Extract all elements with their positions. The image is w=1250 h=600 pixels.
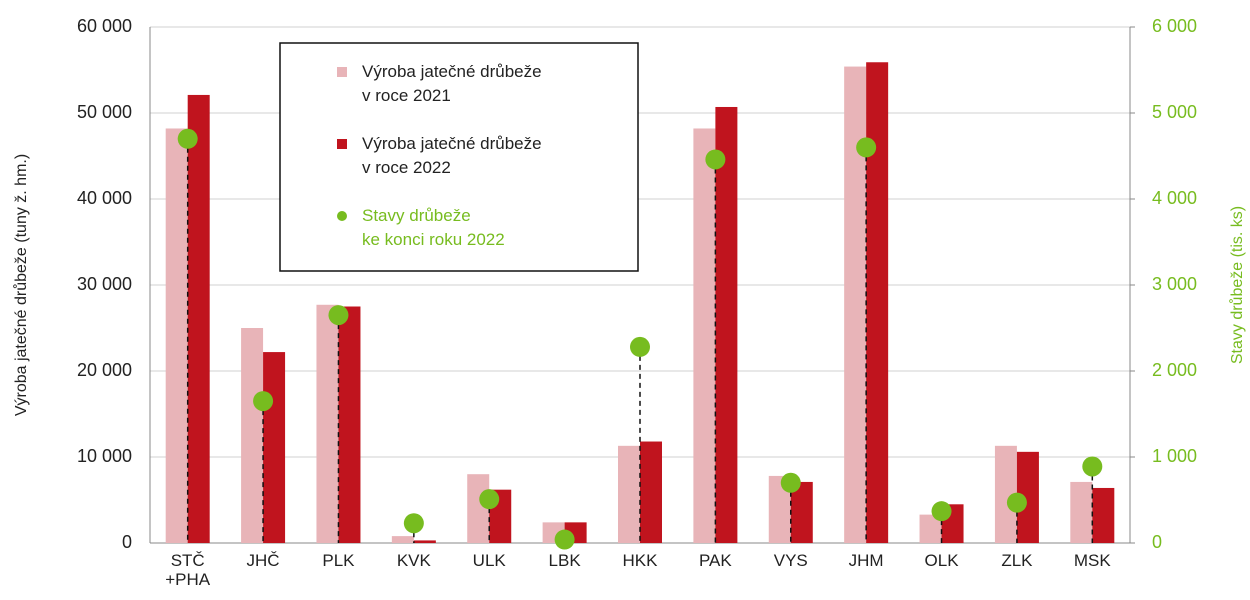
bar: [715, 106, 738, 543]
legend-label: Výroba jatečné drůbeže v roce 2021: [362, 62, 542, 105]
bar: [790, 481, 813, 543]
y-tick-label: 0: [122, 532, 132, 552]
x-tick-label: PLK: [322, 551, 355, 570]
dot: [630, 336, 650, 357]
bar: [618, 445, 640, 543]
legend-label: Výroba jatečné drůbeže v roce 2022: [362, 134, 542, 177]
dot: [856, 137, 877, 158]
bar: [467, 474, 490, 543]
legend-label: Stavy drůbeže ke konci roku 2022: [362, 206, 505, 249]
legend-swatch: [337, 67, 347, 77]
bar: [919, 514, 942, 543]
x-tick-label: MSK: [1073, 551, 1111, 570]
x-tick-label: STČ +PHA: [165, 551, 211, 589]
dot: [1006, 492, 1027, 513]
x-tick-label: VYS: [773, 551, 808, 570]
y-tick-label: 50 000: [77, 102, 132, 122]
y2-tick-label: 2 000: [1152, 360, 1197, 380]
bar: [338, 306, 361, 543]
x-tick-label: LBK: [548, 551, 581, 570]
bar: [1092, 487, 1115, 543]
dot: [403, 513, 424, 534]
y2-tick-label: 3 000: [1152, 274, 1197, 294]
x-tick-label: PAK: [698, 551, 732, 570]
dot: [705, 149, 726, 170]
bar: [1016, 451, 1039, 543]
bar: [866, 62, 889, 543]
dot: [479, 489, 500, 510]
dot: [554, 529, 575, 550]
y-tick-label: 40 000: [77, 188, 132, 208]
dot: [1082, 456, 1103, 477]
bar: [413, 540, 436, 543]
y2-tick-label: 6 000: [1152, 16, 1197, 36]
bar: [263, 352, 286, 543]
y2-tick-label: 5 000: [1152, 102, 1197, 122]
y-tick-label: 10 000: [77, 446, 132, 466]
bar: [391, 536, 414, 543]
dot: [177, 128, 198, 149]
bar: [994, 445, 1017, 543]
x-tick-label: ULK: [472, 551, 506, 570]
y-axis-title: Výroba jatečné drůbeže (tuny ž. hm.): [12, 154, 30, 416]
x-tick-label: JHM: [848, 551, 884, 570]
x-tick-label: JHČ: [246, 551, 280, 570]
bar: [316, 304, 339, 543]
bar: [1070, 481, 1093, 543]
x-tick-label: ZLK: [1001, 551, 1033, 570]
bar: [844, 66, 867, 543]
bar: [768, 475, 791, 543]
y-tick-label: 20 000: [77, 360, 132, 380]
x-tick-label: HKK: [622, 551, 658, 570]
x-tick-label: OLK: [924, 551, 959, 570]
dot: [780, 472, 801, 493]
legend-box: [279, 42, 639, 272]
legend-swatch: [337, 139, 347, 149]
y-tick-label: 30 000: [77, 274, 132, 294]
dot: [253, 391, 274, 412]
bar: [187, 94, 210, 543]
y2-tick-label: 0: [1152, 532, 1162, 552]
y-tick-label: 60 000: [77, 16, 132, 36]
y2-tick-label: 4 000: [1152, 188, 1197, 208]
x-tick-label: KVK: [396, 551, 431, 570]
dot: [931, 501, 952, 522]
bar: [693, 128, 716, 544]
y2-tick-label: 1 000: [1152, 446, 1197, 466]
bar: [640, 441, 662, 543]
dot: [328, 305, 349, 326]
y2-axis-title: Stavy drůbeže (tis. ks): [1228, 206, 1246, 364]
bar: [241, 328, 264, 543]
bar: [165, 128, 188, 544]
legend-swatch: [337, 211, 347, 221]
